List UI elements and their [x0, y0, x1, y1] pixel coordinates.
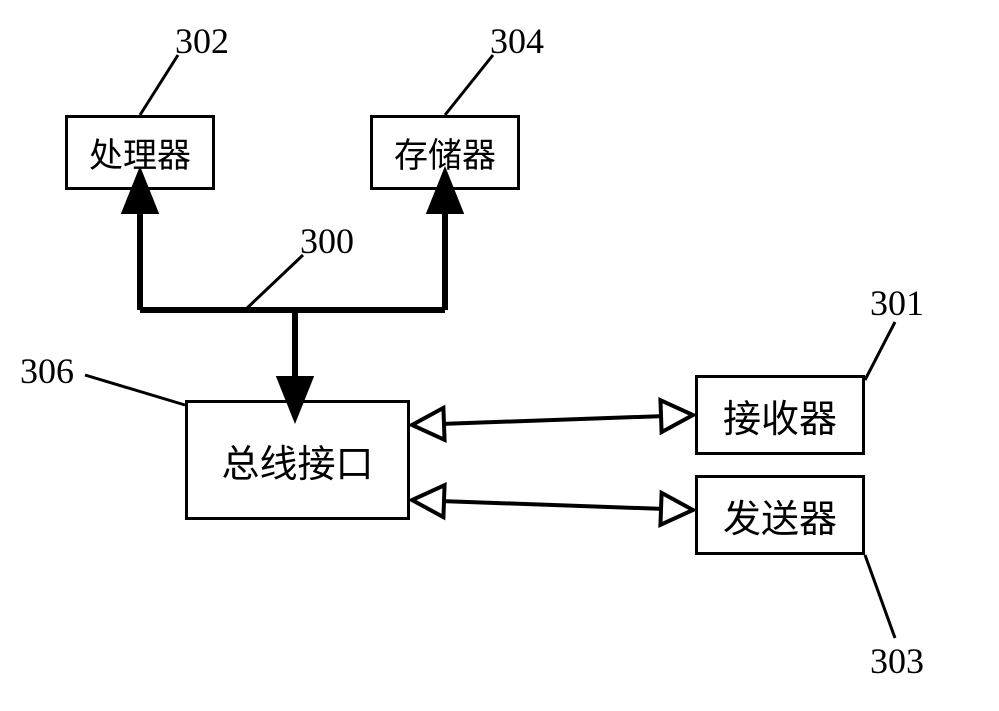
bus-to-receiver [412, 415, 693, 425]
connector-overlay [0, 0, 999, 711]
bus-to-transmitter [412, 500, 693, 510]
processor-label: 处理器 [89, 128, 191, 177]
ref-301: 301 [870, 282, 924, 324]
bus-tree-connector [140, 190, 445, 400]
memory-box: 存储器 [370, 115, 520, 190]
bus-interface-label: 总线接口 [221, 433, 373, 488]
ref-302: 302 [175, 20, 229, 62]
receiver-box: 接收器 [695, 375, 865, 455]
transmitter-box: 发送器 [695, 475, 865, 555]
leader-301 [865, 322, 895, 380]
leader-300 [245, 255, 303, 310]
transmitter-label: 发送器 [723, 488, 837, 543]
memory-label: 存储器 [394, 128, 496, 177]
bus-interface-box: 总线接口 [185, 400, 410, 520]
leader-303 [865, 555, 895, 638]
ref-303: 303 [870, 640, 924, 682]
ref-300: 300 [300, 220, 354, 262]
ref-306: 306 [20, 350, 74, 392]
processor-box: 处理器 [65, 115, 215, 190]
leader-304 [445, 55, 493, 115]
receiver-label: 接收器 [723, 388, 837, 443]
leader-302 [140, 55, 178, 115]
leader-306 [85, 375, 185, 405]
ref-304: 304 [490, 20, 544, 62]
double-arrows [412, 415, 693, 510]
